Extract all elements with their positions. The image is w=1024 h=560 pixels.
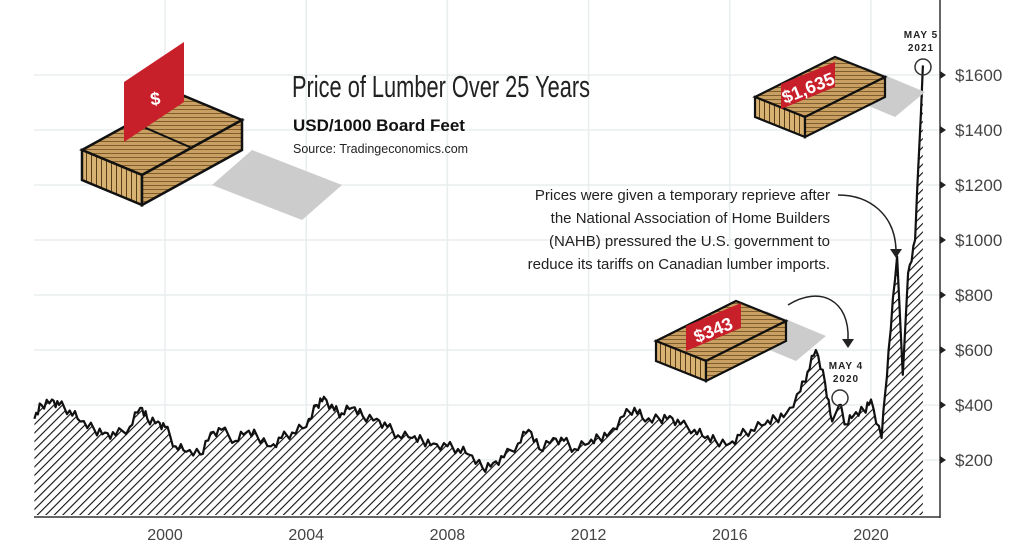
x-tick-label: 2004 bbox=[288, 527, 324, 544]
y-tick-mark bbox=[940, 236, 946, 244]
x-axis-ticks: 2000 2004 2008 2012 2016 2020 bbox=[147, 527, 889, 544]
note-arrowhead bbox=[890, 249, 902, 258]
y-tick-mark bbox=[940, 126, 946, 134]
price-area bbox=[34, 65, 923, 516]
chart-source: Source: Tradingeconomics.com bbox=[293, 142, 468, 156]
dollar-sign-flag bbox=[124, 42, 184, 142]
y-tick-mark bbox=[940, 71, 946, 79]
y-axis-ticks: $200 $400 $600 $800 $1000 $1200 $1400 $1600 bbox=[940, 66, 1002, 470]
x-tick-label: 2020 bbox=[853, 527, 889, 544]
x-tick-label: 2000 bbox=[147, 527, 183, 544]
may-2021-marker bbox=[914, 58, 932, 76]
y-tick-label: $1000 bbox=[955, 231, 1002, 250]
y-tick-mark bbox=[940, 401, 946, 409]
y-tick-label: $1600 bbox=[955, 66, 1002, 85]
price-343-arrow bbox=[787, 295, 849, 341]
chart-title: Price of Lumber Over 25 Years bbox=[292, 69, 590, 104]
note-line-4: reduce its tariffs on Canadian lumber im… bbox=[528, 256, 830, 273]
y-tick-label: $600 bbox=[955, 341, 993, 360]
price-343-arrowhead bbox=[842, 339, 854, 348]
y-tick-label: $200 bbox=[955, 451, 993, 470]
may-4-label: MAY 4 bbox=[829, 361, 863, 372]
lumber-stack-1635: $1,635 bbox=[752, 55, 925, 139]
2021-label: 2021 bbox=[908, 43, 934, 54]
annotation-note: Prices were given a temporary reprieve a… bbox=[528, 187, 830, 273]
price-line bbox=[33, 65, 924, 473]
y-tick-label: $400 bbox=[955, 396, 993, 415]
dollar-sign-glyph: $ bbox=[149, 88, 162, 109]
note-line-3: (NAHB) pressured the U.S. government to bbox=[549, 233, 830, 250]
x-tick-label: 2012 bbox=[571, 527, 607, 544]
x-tick-label: 2008 bbox=[430, 527, 466, 544]
x-tick-label: 2016 bbox=[712, 527, 748, 544]
may-5-label: MAY 5 bbox=[904, 30, 938, 41]
note-line-2: the National Association of Home Builder… bbox=[551, 210, 830, 227]
y-tick-mark bbox=[940, 181, 946, 189]
y-tick-label: $800 bbox=[955, 286, 993, 305]
note-arrow bbox=[837, 194, 897, 251]
y-tick-mark bbox=[940, 346, 946, 354]
lumber-stack-logo: $ bbox=[79, 42, 342, 220]
y-tick-mark bbox=[940, 291, 946, 299]
chart-subtitle: USD/1000 Board Feet bbox=[293, 116, 465, 135]
y-tick-label: $1200 bbox=[955, 176, 1002, 195]
2020-label: 2020 bbox=[833, 374, 859, 385]
y-tick-label: $1400 bbox=[955, 121, 1002, 140]
y-tick-mark bbox=[940, 456, 946, 464]
note-line-1: Prices were given a temporary reprieve a… bbox=[535, 187, 830, 204]
lumber-stack-343: $343 bbox=[653, 299, 826, 383]
may-2020-marker bbox=[831, 389, 849, 407]
